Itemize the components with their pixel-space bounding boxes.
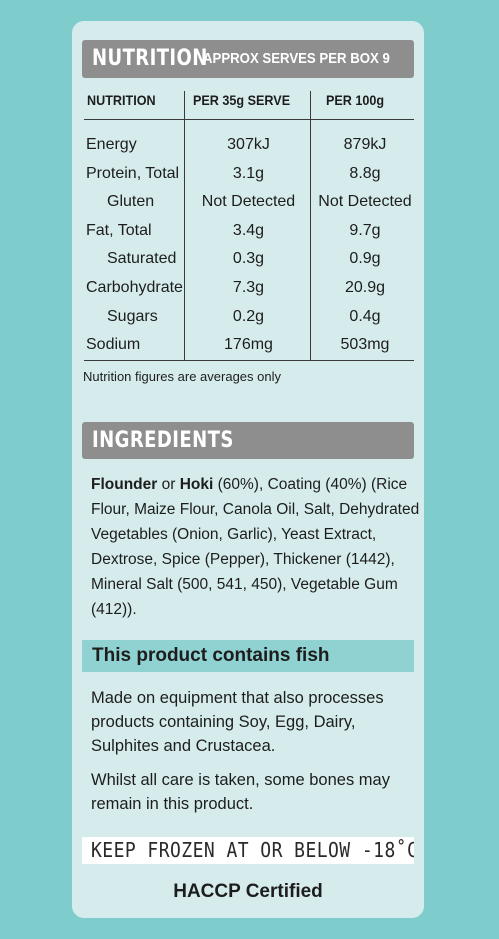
label-panel <box>72 21 424 918</box>
ingredients-list: Flounder or Hoki (60%), Coating (40%) (R… <box>91 472 421 622</box>
table-row: Energy 307kJ 879kJ <box>86 135 416 155</box>
table-row: Sugars 0.2g 0.4g <box>86 307 416 327</box>
table-row: Gluten Not Detected Not Detected <box>86 192 416 212</box>
storage-instruction: KEEP FROZEN AT OR BELOW -18˚C <box>82 837 414 864</box>
per-100g-value: 879kJ <box>343 136 387 153</box>
nutrition-header-bar: NUTRITION APPROX SERVES PER BOX 9 <box>82 40 414 78</box>
per-serve-value: 7.3g <box>232 279 265 296</box>
per-100g-value: 0.9g <box>349 250 381 268</box>
table-row: Sodium 176mg 503mg <box>86 335 416 355</box>
ingredient-fish-1: Flounder <box>91 476 158 493</box>
column-header-nutrient: NUTRITION <box>87 92 156 108</box>
nutrient-label: Protein, Total <box>86 164 180 182</box>
nutrient-label: Sodium <box>86 336 141 354</box>
column-header-per-serve: PER 35g SERVE <box>193 92 291 108</box>
nutrition-title: NUTRITION <box>92 46 208 71</box>
nutrition-note: Nutrition figures are averages only <box>83 369 281 384</box>
nutrient-label: Energy <box>86 136 137 153</box>
ingredient-fish-2: Hoki <box>179 476 214 493</box>
ingredients-header-bar: INGREDIENTS <box>82 422 414 459</box>
per-serve-value: Not Detected <box>201 193 296 211</box>
table-bottom-rule <box>84 360 414 361</box>
allergen-statement: Made on equipment that also processes pr… <box>91 689 384 755</box>
per-serve-value: 307kJ <box>227 136 270 153</box>
nutrient-label: Gluten <box>107 193 155 211</box>
per-serve-value: 0.3g <box>232 250 265 268</box>
per-serve-value: 0.2g <box>232 307 265 325</box>
nutrient-label: Sugars <box>107 307 158 325</box>
per-serve-value: 3.1g <box>232 164 265 182</box>
table-column-divider <box>310 91 311 361</box>
ingredients-text: (60%), Coating (40%) (Rice Flour, Maize … <box>91 476 420 618</box>
table-row: Protein, Total 3.1g 8.8g <box>86 164 416 184</box>
per-100g-value: 503mg <box>340 336 390 354</box>
per-serve-value: 3.4g <box>232 221 265 239</box>
table-row: Carbohydrate 7.3g 20.9g <box>86 278 416 298</box>
nutrient-label: Saturated <box>107 250 177 268</box>
column-header-per-100g: PER 100g <box>326 92 385 108</box>
storage-text: KEEP FROZEN AT OR BELOW -18˚C <box>91 838 414 862</box>
bones-warning: Whilst all care is taken, some bones may… <box>91 771 390 813</box>
table-column-divider <box>184 91 185 361</box>
per-serve-value: 176mg <box>224 336 273 354</box>
nutrient-label: Fat, Total <box>86 221 152 239</box>
servings-text: APPROX SERVES PER BOX 9 <box>203 50 390 67</box>
table-row: Fat, Total 3.4g 9.7g <box>86 221 416 241</box>
table-row: Saturated 0.3g 0.9g <box>86 249 416 269</box>
per-100g-value: 20.9g <box>344 279 386 296</box>
ingredient-connector: or <box>157 476 180 493</box>
table-header-rule <box>84 119 414 120</box>
ingredients-title: INGREDIENTS <box>92 428 234 453</box>
per-100g-value: Not Detected <box>318 193 412 211</box>
per-100g-value: 9.7g <box>349 221 381 239</box>
nutrient-label: Carbohydrate <box>86 279 183 296</box>
per-100g-value: 8.8g <box>349 164 381 182</box>
haccp-certification: HACCP Certified <box>173 881 323 902</box>
per-100g-value: 0.4g <box>349 307 381 325</box>
contains-fish-banner: This product contains fish <box>82 640 414 672</box>
